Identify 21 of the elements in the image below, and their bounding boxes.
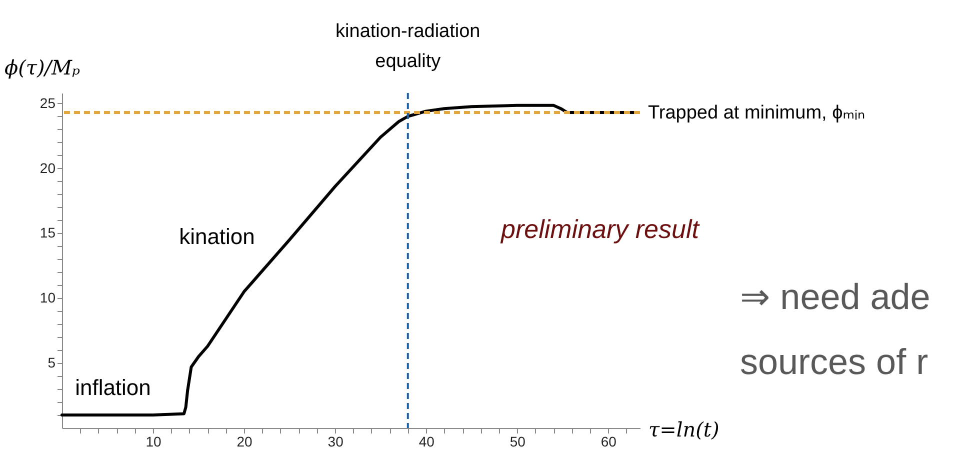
x-tick-label: 50: [510, 434, 526, 450]
x-axis-title: τ=ln(t): [648, 418, 720, 442]
y-tick-label: 15: [40, 224, 56, 241]
x-tick-label: 10: [146, 434, 162, 450]
annotation: kination: [179, 224, 255, 249]
y-tick-label: 5: [48, 354, 56, 371]
ref-line-label: kination-radiation equality: [336, 21, 480, 72]
y-tick-label: 20: [40, 160, 56, 176]
ref-line-label: Trapped at minimum, ϕₘᵢₙ: [648, 102, 866, 124]
annotation: inflation: [75, 375, 151, 400]
annotation: preliminary result: [500, 214, 701, 244]
y-tick-label: 25: [40, 94, 56, 111]
x-tick-label: 30: [328, 434, 344, 450]
x-tick-label: 60: [600, 434, 617, 450]
x-tick-label: 20: [236, 434, 253, 450]
line-series: [60, 104, 637, 417]
source-note: sources of r: [740, 341, 928, 382]
text: ⇒ need ade: [740, 276, 930, 317]
y-axis-title: ϕ(τ)/Mₚ: [4, 56, 80, 80]
y-tick-label: 10: [40, 290, 56, 306]
x-tick-label: 40: [418, 434, 435, 450]
